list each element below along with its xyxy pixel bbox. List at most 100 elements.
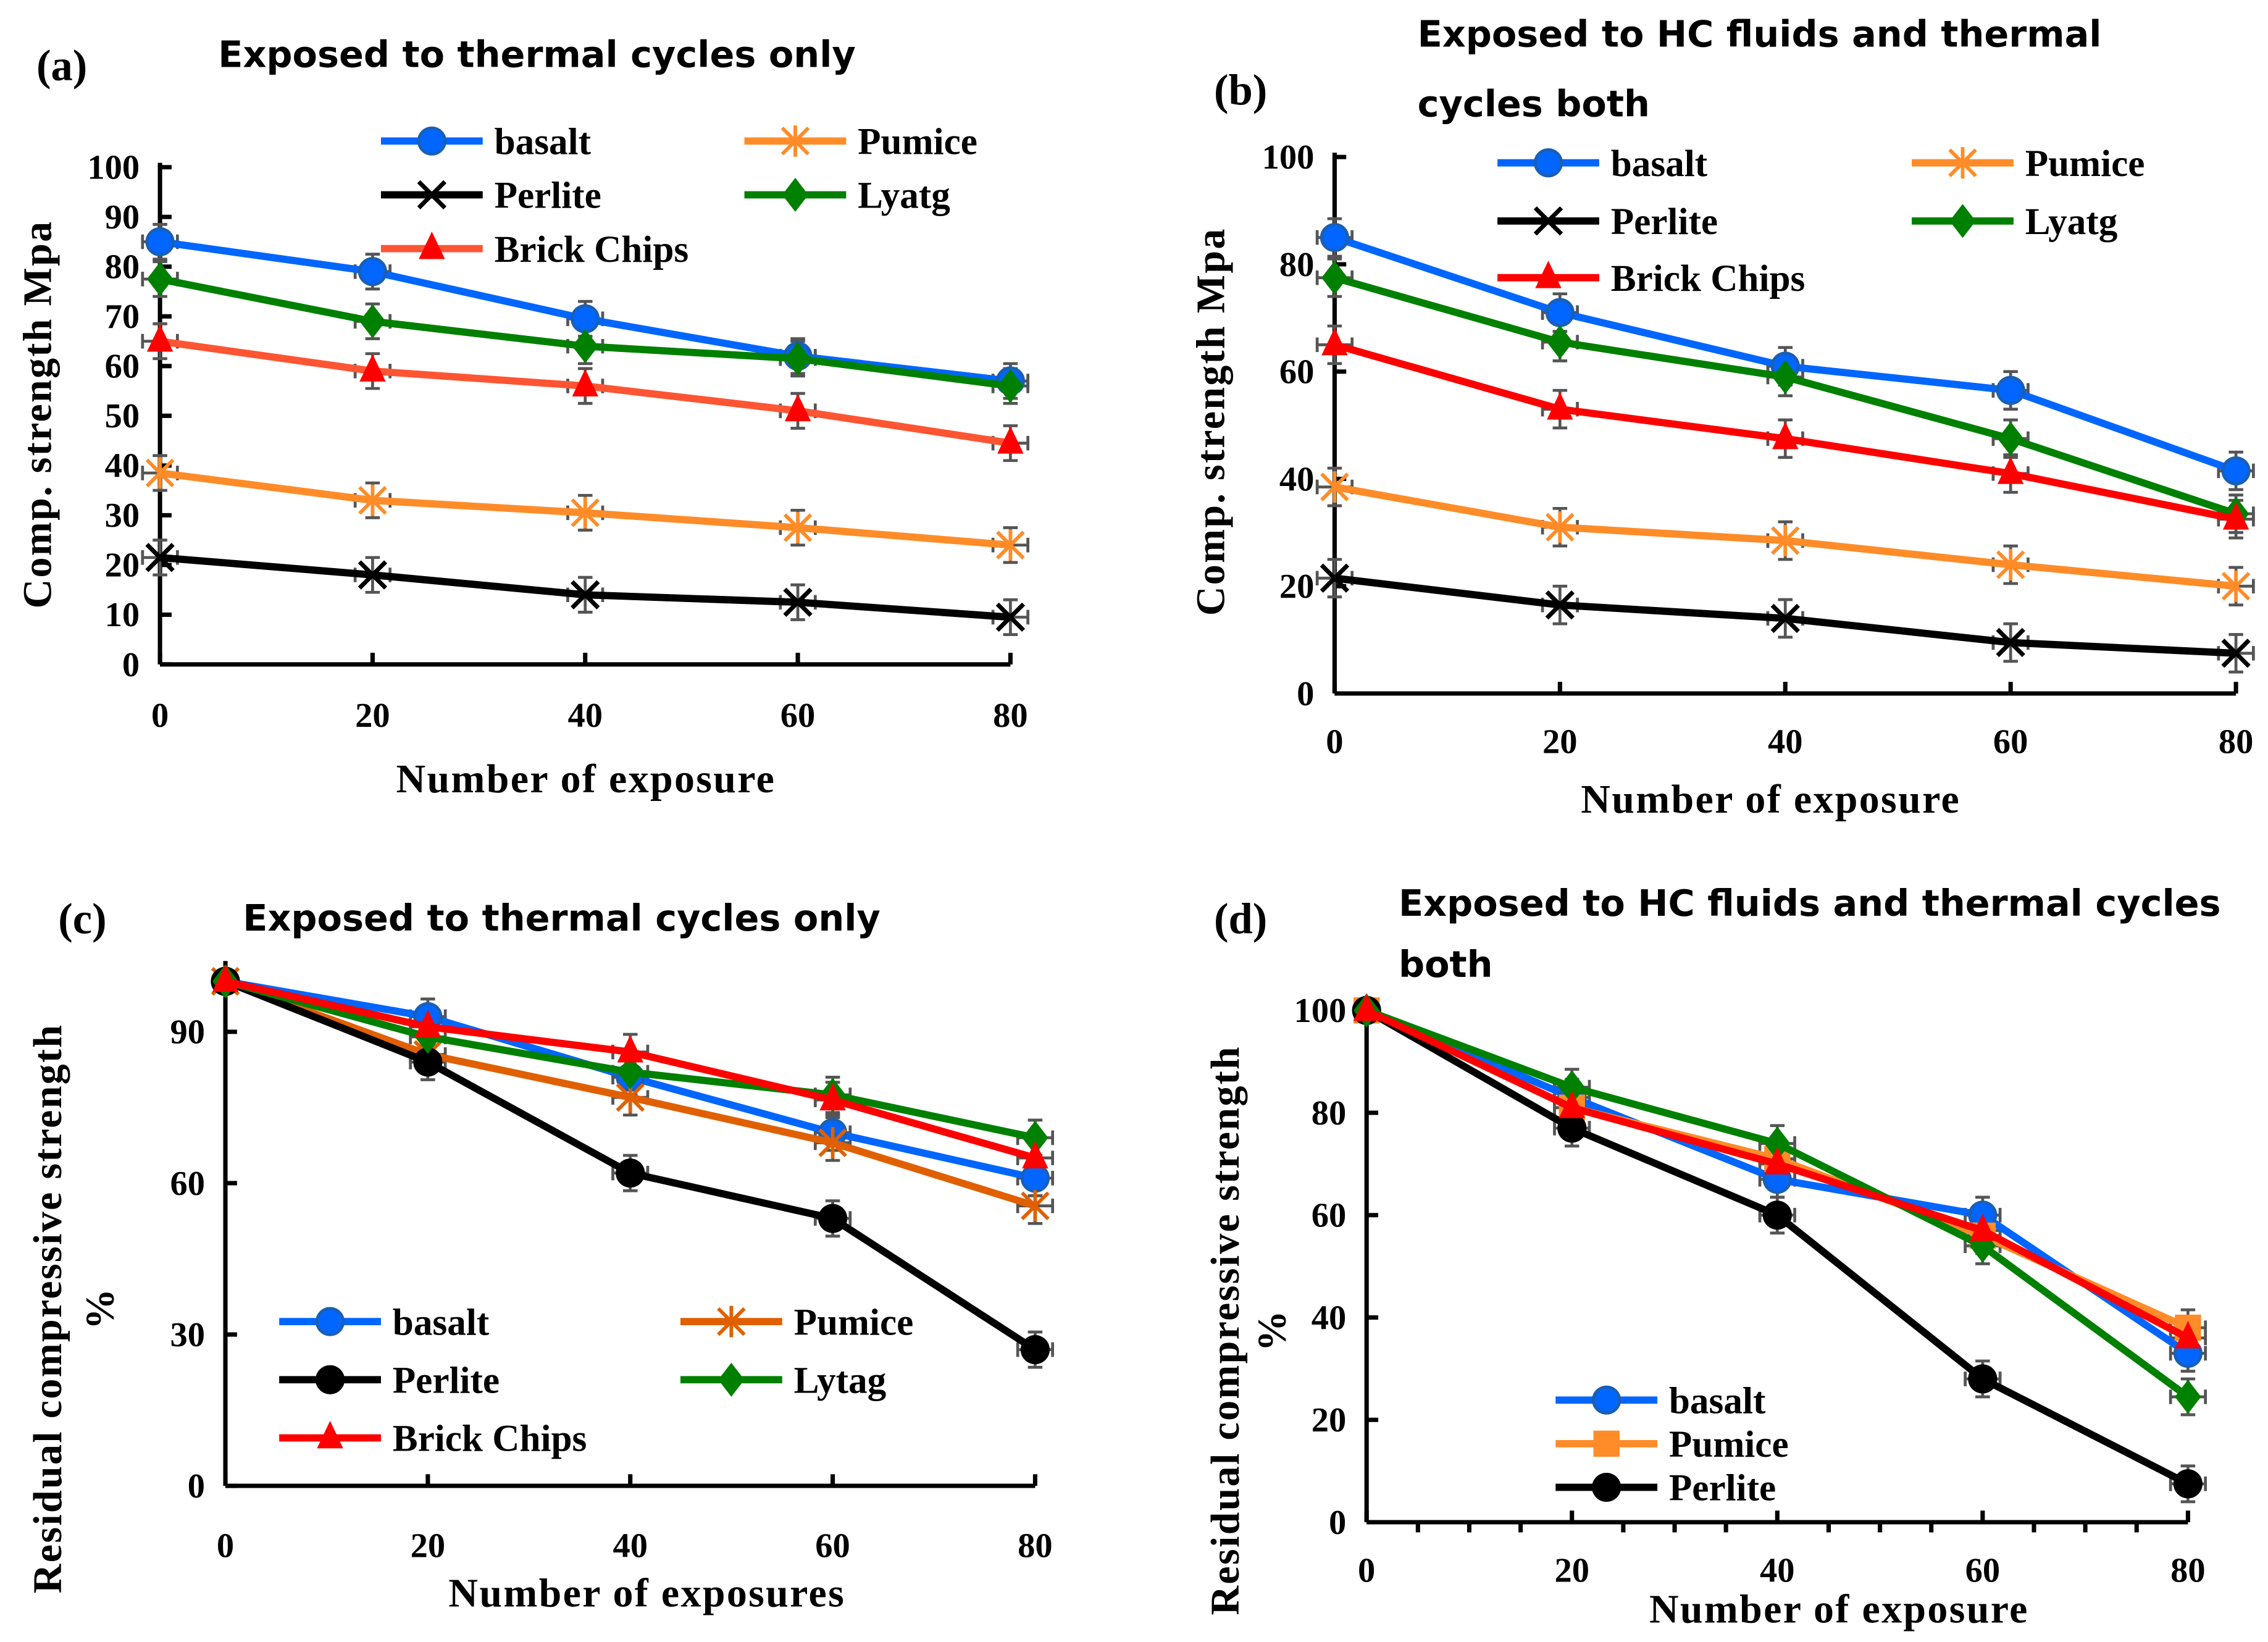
series-brick-chips bbox=[212, 964, 1048, 1169]
series-line bbox=[1365, 1007, 2190, 1488]
data-point bbox=[1545, 590, 1575, 620]
x-tick-label: 40 bbox=[613, 1527, 648, 1565]
data-point bbox=[617, 1035, 643, 1063]
y-tick-label: 40 bbox=[1312, 1299, 1347, 1337]
y-tick-label: 10 bbox=[105, 596, 140, 634]
legend-marker bbox=[1949, 204, 1976, 238]
y-tick-label: 100 bbox=[1294, 992, 1346, 1030]
legend-marker bbox=[316, 1307, 345, 1336]
series-perlite bbox=[211, 966, 1050, 1365]
data-point bbox=[358, 560, 388, 590]
legend-marker bbox=[1593, 1430, 1620, 1457]
legend-item: Perlite bbox=[1555, 1467, 1776, 1509]
data-point bbox=[784, 341, 811, 376]
data-point bbox=[572, 329, 598, 364]
panel-b: (b) Exposed to HC fluids and thermal cycle… bbox=[1188, 12, 2255, 822]
data-point bbox=[2175, 1321, 2201, 1349]
data-point bbox=[1997, 421, 2024, 456]
data-point bbox=[1547, 325, 1573, 359]
x-tick-label: 0 bbox=[151, 697, 169, 735]
data-point bbox=[1547, 392, 1573, 420]
legend-item: Lyatg bbox=[744, 175, 950, 217]
y-tick-label: 90 bbox=[105, 198, 140, 237]
legend-item: basalt bbox=[1555, 1380, 1766, 1422]
legend-marker bbox=[1592, 1472, 1621, 1502]
legend-item: Brick Chips bbox=[1497, 258, 1805, 299]
y-tick-label: 60 bbox=[1279, 353, 1315, 392]
legend-marker bbox=[1535, 261, 1562, 288]
data-point bbox=[212, 964, 239, 992]
x-tick-label: 80 bbox=[2219, 723, 2254, 761]
data-point bbox=[1762, 1200, 1792, 1230]
data-point bbox=[1546, 511, 1575, 543]
x-tick-label: 0 bbox=[1326, 723, 1343, 761]
data-point bbox=[1021, 1190, 1050, 1222]
data-point bbox=[1020, 1335, 1050, 1365]
legend-label: basalt bbox=[393, 1301, 490, 1343]
data-point bbox=[1020, 1163, 1050, 1193]
y-tick-label: 80 bbox=[1279, 246, 1315, 284]
data-point bbox=[1968, 1364, 1998, 1394]
data-point bbox=[1321, 327, 1348, 356]
x-tick-label: 20 bbox=[355, 697, 390, 735]
legend-marker bbox=[782, 177, 809, 212]
series-unlabeled-4 bbox=[1354, 993, 2201, 1349]
data-point bbox=[1320, 563, 1350, 593]
data-point bbox=[1996, 375, 2025, 405]
y-tick-label: 80 bbox=[1312, 1094, 1347, 1133]
data-point bbox=[818, 1127, 847, 1159]
data-point bbox=[616, 1158, 645, 1188]
data-point bbox=[997, 369, 1024, 403]
data-point bbox=[359, 354, 386, 382]
legend-label: Lyatg bbox=[858, 175, 950, 217]
legend-label: Pumice bbox=[794, 1301, 914, 1343]
legend-item: Pumice bbox=[1555, 1423, 1789, 1465]
legend-marker bbox=[718, 1362, 745, 1397]
data-point bbox=[2221, 570, 2251, 602]
legend-marker bbox=[317, 1420, 343, 1449]
x-tick-label: 0 bbox=[217, 1527, 234, 1565]
data-point bbox=[1770, 603, 1800, 634]
data-point bbox=[414, 1010, 441, 1037]
x-tick-label: 60 bbox=[1965, 1552, 2001, 1590]
y-tick-label: 50 bbox=[105, 397, 140, 435]
data-point bbox=[1022, 1141, 1048, 1169]
legend-item: Perlite bbox=[380, 175, 601, 217]
data-point bbox=[1354, 993, 1380, 1021]
chart-title: Exposed to HC fluids and thermal bbox=[1418, 12, 2102, 55]
legend-item: Perlite bbox=[1497, 201, 1718, 243]
panel-label: (c) bbox=[58, 895, 106, 943]
y-tick-label: 20 bbox=[1312, 1401, 1347, 1439]
data-point bbox=[1764, 1126, 1791, 1161]
y-axis-label: % bbox=[78, 1288, 123, 1330]
y-tick-label: 0 bbox=[122, 646, 140, 684]
legend-item: Lytag bbox=[680, 1359, 886, 1401]
series-perlite bbox=[145, 543, 1026, 632]
legend-label: Lytag bbox=[794, 1359, 887, 1401]
data-point bbox=[2175, 1380, 2201, 1414]
data-point bbox=[571, 580, 600, 609]
legend-item: Pumice bbox=[680, 1301, 913, 1343]
series-pumice bbox=[145, 457, 1025, 561]
panel-label: (a) bbox=[36, 41, 87, 90]
legend-label: Brick Chips bbox=[393, 1418, 587, 1460]
panel-d: (d) Exposed to HC fluids and thermal cycl… bbox=[1203, 882, 2221, 1632]
data-point bbox=[1770, 525, 1800, 556]
x-axis-label: Number of exposure bbox=[1581, 777, 1960, 822]
legend-label: Pumice bbox=[858, 121, 977, 163]
legend-label: basalt bbox=[1669, 1380, 1766, 1422]
data-point bbox=[995, 602, 1026, 632]
legend-label: basalt bbox=[495, 121, 592, 163]
x-tick-label: 60 bbox=[815, 1527, 850, 1565]
chart-title: Exposed to HC fluids and thermal cycles bbox=[1399, 882, 2221, 924]
data-point bbox=[571, 496, 600, 529]
data-point bbox=[2173, 1469, 2203, 1499]
data-point bbox=[1320, 471, 1349, 503]
y-tick-label: 0 bbox=[1329, 1504, 1346, 1542]
legend-marker bbox=[780, 125, 810, 157]
legend-label: Perlite bbox=[393, 1359, 500, 1401]
data-point bbox=[996, 529, 1025, 561]
data-point bbox=[358, 257, 387, 287]
panel-label: (d) bbox=[1214, 895, 1267, 943]
